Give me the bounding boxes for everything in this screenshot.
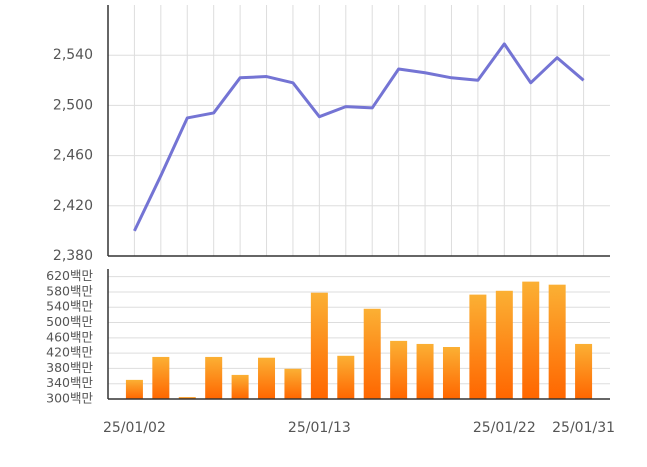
volume-bar bbox=[178, 397, 196, 399]
volume-bar bbox=[442, 347, 460, 399]
x-tick-label: 25/01/13 bbox=[288, 420, 351, 436]
x-tick-label: 25/01/02 bbox=[103, 420, 166, 436]
volume-bar bbox=[125, 379, 143, 399]
y-tick-label: 540백만 bbox=[46, 299, 93, 314]
volume-bar bbox=[258, 357, 276, 399]
volume-bar bbox=[310, 292, 328, 399]
y-tick-label: 2,460 bbox=[53, 148, 93, 164]
y-tick-label: 580백만 bbox=[46, 283, 93, 298]
volume-bar bbox=[548, 284, 566, 399]
volume-bar bbox=[152, 356, 170, 399]
y-tick-label: 380백만 bbox=[46, 360, 93, 375]
volume-bar bbox=[495, 290, 513, 399]
price-line bbox=[133, 42, 585, 232]
y-tick-label: 500백만 bbox=[46, 314, 93, 329]
volume-bar bbox=[522, 281, 540, 399]
volume-bar bbox=[231, 374, 249, 399]
volume-bar bbox=[469, 294, 487, 399]
y-tick-label: 420백만 bbox=[46, 345, 93, 360]
y-tick-label: 2,420 bbox=[53, 198, 93, 214]
volume-bar bbox=[284, 368, 302, 399]
x-tick-label: 25/01/22 bbox=[473, 420, 536, 436]
volume-bar bbox=[363, 308, 381, 399]
y-tick-label: 2,540 bbox=[53, 47, 93, 63]
y-tick-label: 340백만 bbox=[46, 375, 93, 390]
volume-bar bbox=[575, 343, 593, 399]
y-tick-label: 300백만 bbox=[46, 391, 93, 406]
volume-bar bbox=[416, 343, 434, 399]
volume-bar bbox=[390, 340, 408, 399]
y-tick-label: 620백만 bbox=[46, 268, 93, 283]
x-tick-label: 25/01/31 bbox=[552, 420, 615, 436]
y-tick-label: 460백만 bbox=[46, 329, 93, 344]
y-tick-label: 2,380 bbox=[53, 248, 93, 264]
y-tick-label: 2,500 bbox=[53, 97, 93, 113]
volume-bar bbox=[205, 356, 223, 399]
volume-bar bbox=[337, 355, 355, 399]
